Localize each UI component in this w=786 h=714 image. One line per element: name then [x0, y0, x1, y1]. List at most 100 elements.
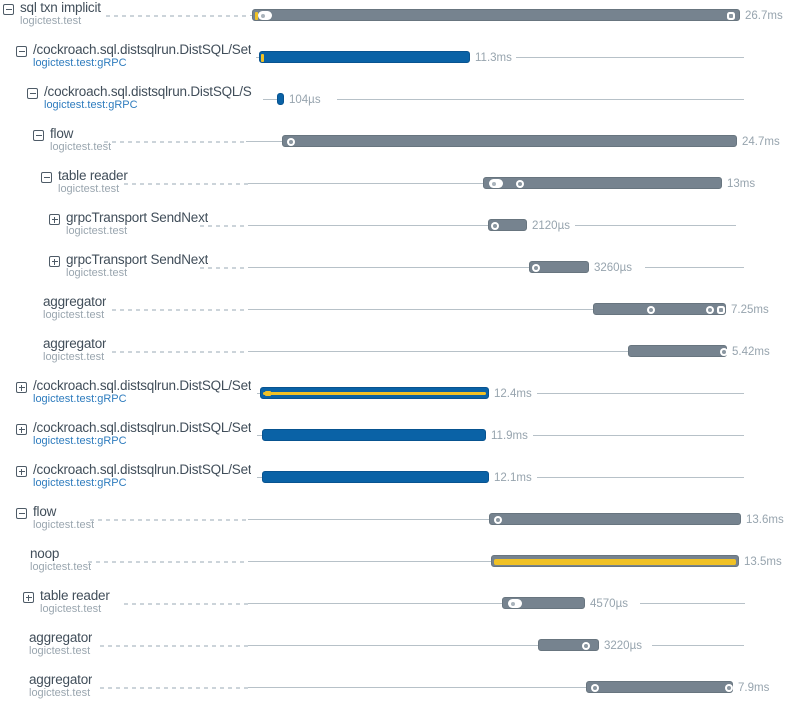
- span-event-marker-dot[interactable]: [706, 305, 714, 314]
- trailing-line: [337, 99, 744, 100]
- span-duration: 11.3ms: [475, 52, 512, 64]
- span-duration: 104µs: [289, 94, 321, 106]
- span-bar[interactable]: [282, 135, 737, 147]
- span-subtitle: logictest.test: [30, 561, 92, 573]
- leader-line: [248, 687, 586, 688]
- span-duration: 24.7ms: [742, 136, 780, 148]
- span-event-marker-dot[interactable]: [720, 347, 728, 356]
- expand-collapse-icon[interactable]: [16, 382, 27, 393]
- span-row[interactable]: noop logictest.test 13.5ms: [0, 546, 786, 588]
- expand-collapse-icon[interactable]: [23, 592, 34, 603]
- trailing-line: [640, 603, 745, 604]
- span-bar[interactable]: [259, 51, 470, 63]
- span-bar[interactable]: [252, 9, 740, 21]
- span-row[interactable]: flow logictest.test 13.6ms: [0, 504, 786, 546]
- expand-collapse-icon[interactable]: [16, 46, 27, 57]
- span-labels: /cockroach.sql.distsqlrun.DistSQL/Set lo…: [33, 43, 251, 69]
- span-duration: 26.7ms: [745, 10, 783, 22]
- span-row[interactable]: grpcTransport SendNext logictest.test 32…: [0, 252, 786, 294]
- leader-dashed-line: [104, 141, 246, 143]
- span-event-marker-dot[interactable]: [532, 263, 540, 272]
- span-event-marker-sq[interactable]: [717, 305, 725, 314]
- span-bar[interactable]: [260, 387, 489, 399]
- span-event-marker-ytick[interactable]: [255, 11, 258, 20]
- span-bar[interactable]: [488, 219, 527, 231]
- expand-collapse-icon[interactable]: [33, 130, 44, 141]
- span-title: aggregator: [29, 631, 93, 645]
- span-bar[interactable]: [483, 177, 722, 189]
- span-event-marker-dot[interactable]: [582, 641, 590, 650]
- expand-collapse-icon[interactable]: [27, 88, 38, 99]
- expand-collapse-icon[interactable]: [49, 214, 60, 225]
- leader-line: [257, 435, 262, 436]
- leader-line: [263, 99, 277, 100]
- span-event-marker-dot[interactable]: [491, 221, 499, 230]
- span-bar[interactable]: [593, 303, 726, 315]
- span-row[interactable]: grpcTransport SendNext logictest.test 21…: [0, 210, 786, 252]
- span-bar[interactable]: [586, 681, 733, 693]
- span-bar[interactable]: [277, 93, 284, 105]
- leader-line: [257, 477, 262, 478]
- leader-dashed-line: [112, 351, 248, 353]
- span-row[interactable]: table reader logictest.test 4570µs: [0, 588, 786, 630]
- span-title: aggregator: [43, 337, 107, 351]
- span-labels: /cockroach.sql.distsqlrun.DistSQL/Set lo…: [33, 379, 251, 405]
- leader-line: [248, 309, 593, 310]
- span-event-marker-dot[interactable]: [591, 683, 599, 692]
- span-row[interactable]: aggregator logictest.test 5.42ms: [0, 336, 786, 378]
- leader-line: [248, 267, 529, 268]
- span-duration: 3260µs: [594, 262, 632, 274]
- span-row[interactable]: aggregator logictest.test 3220µs: [0, 630, 786, 672]
- leader-dashed-line: [90, 519, 248, 521]
- leader-dashed-line: [88, 561, 248, 563]
- span-labels: sql txn implicit logictest.test: [20, 1, 101, 27]
- span-bar[interactable]: [262, 471, 489, 483]
- span-event-marker-dot[interactable]: [647, 305, 655, 314]
- span-bar[interactable]: [502, 597, 585, 609]
- span-event-marker-pill[interactable]: [489, 179, 503, 188]
- span-labels: flow logictest.test: [33, 505, 94, 531]
- expand-collapse-icon[interactable]: [41, 172, 52, 183]
- span-bar[interactable]: [491, 555, 739, 567]
- span-title: grpcTransport SendNext: [66, 253, 209, 267]
- expand-collapse-icon[interactable]: [16, 466, 27, 477]
- span-row[interactable]: /cockroach.sql.distsqlrun.DistSQL/Set lo…: [0, 420, 786, 462]
- leader-line: [246, 141, 282, 142]
- span-row[interactable]: /cockroach.sql.distsqlrun.DistSQL/Set lo…: [0, 462, 786, 504]
- span-subtitle: logictest.test: [43, 351, 105, 363]
- span-title: table reader: [40, 589, 110, 603]
- span-title: aggregator: [29, 673, 93, 687]
- span-row[interactable]: flow logictest.test 24.7ms: [0, 126, 786, 168]
- leader-dashed-line: [200, 267, 248, 269]
- expand-collapse-icon[interactable]: [16, 508, 27, 519]
- span-labels: aggregator logictest.test: [29, 673, 92, 699]
- expand-collapse-icon[interactable]: [16, 424, 27, 435]
- span-event-marker-ytick[interactable]: [261, 53, 264, 62]
- expand-collapse-icon[interactable]: [3, 4, 14, 15]
- span-row[interactable]: /cockroach.sql.distsqlrun.DistSQL/S logi…: [0, 84, 786, 126]
- span-event-marker-pill[interactable]: [508, 599, 522, 608]
- span-event-marker-dot[interactable]: [494, 515, 502, 524]
- span-row[interactable]: sql txn implicit logictest.test 26.7ms: [0, 0, 786, 42]
- span-event-marker-dot[interactable]: [287, 137, 295, 146]
- span-event-marker-dot[interactable]: [725, 683, 733, 692]
- span-title: sql txn implicit: [20, 1, 101, 15]
- span-event-marker-sq[interactable]: [727, 11, 735, 20]
- span-row[interactable]: /cockroach.sql.distsqlrun.DistSQL/Set lo…: [0, 378, 786, 420]
- span-event-marker-dot[interactable]: [516, 179, 524, 188]
- span-bar[interactable]: [628, 345, 728, 357]
- expand-collapse-icon[interactable]: [49, 256, 60, 267]
- span-event-marker-yblob[interactable]: [265, 391, 271, 396]
- span-duration: 13ms: [727, 178, 756, 190]
- span-row[interactable]: aggregator logictest.test 7.25ms: [0, 294, 786, 336]
- span-bar[interactable]: [489, 513, 741, 525]
- span-row[interactable]: aggregator logictest.test 7.9ms: [0, 672, 786, 714]
- leader-dashed-line: [100, 645, 248, 647]
- span-bar[interactable]: [529, 261, 589, 273]
- leader-dashed-line: [124, 603, 248, 605]
- span-bar[interactable]: [262, 429, 486, 441]
- span-row[interactable]: table reader logictest.test 13ms: [0, 168, 786, 210]
- span-event-marker-pill[interactable]: [258, 11, 272, 20]
- span-bar[interactable]: [538, 639, 599, 651]
- span-row[interactable]: /cockroach.sql.distsqlrun.DistSQL/Set lo…: [0, 42, 786, 84]
